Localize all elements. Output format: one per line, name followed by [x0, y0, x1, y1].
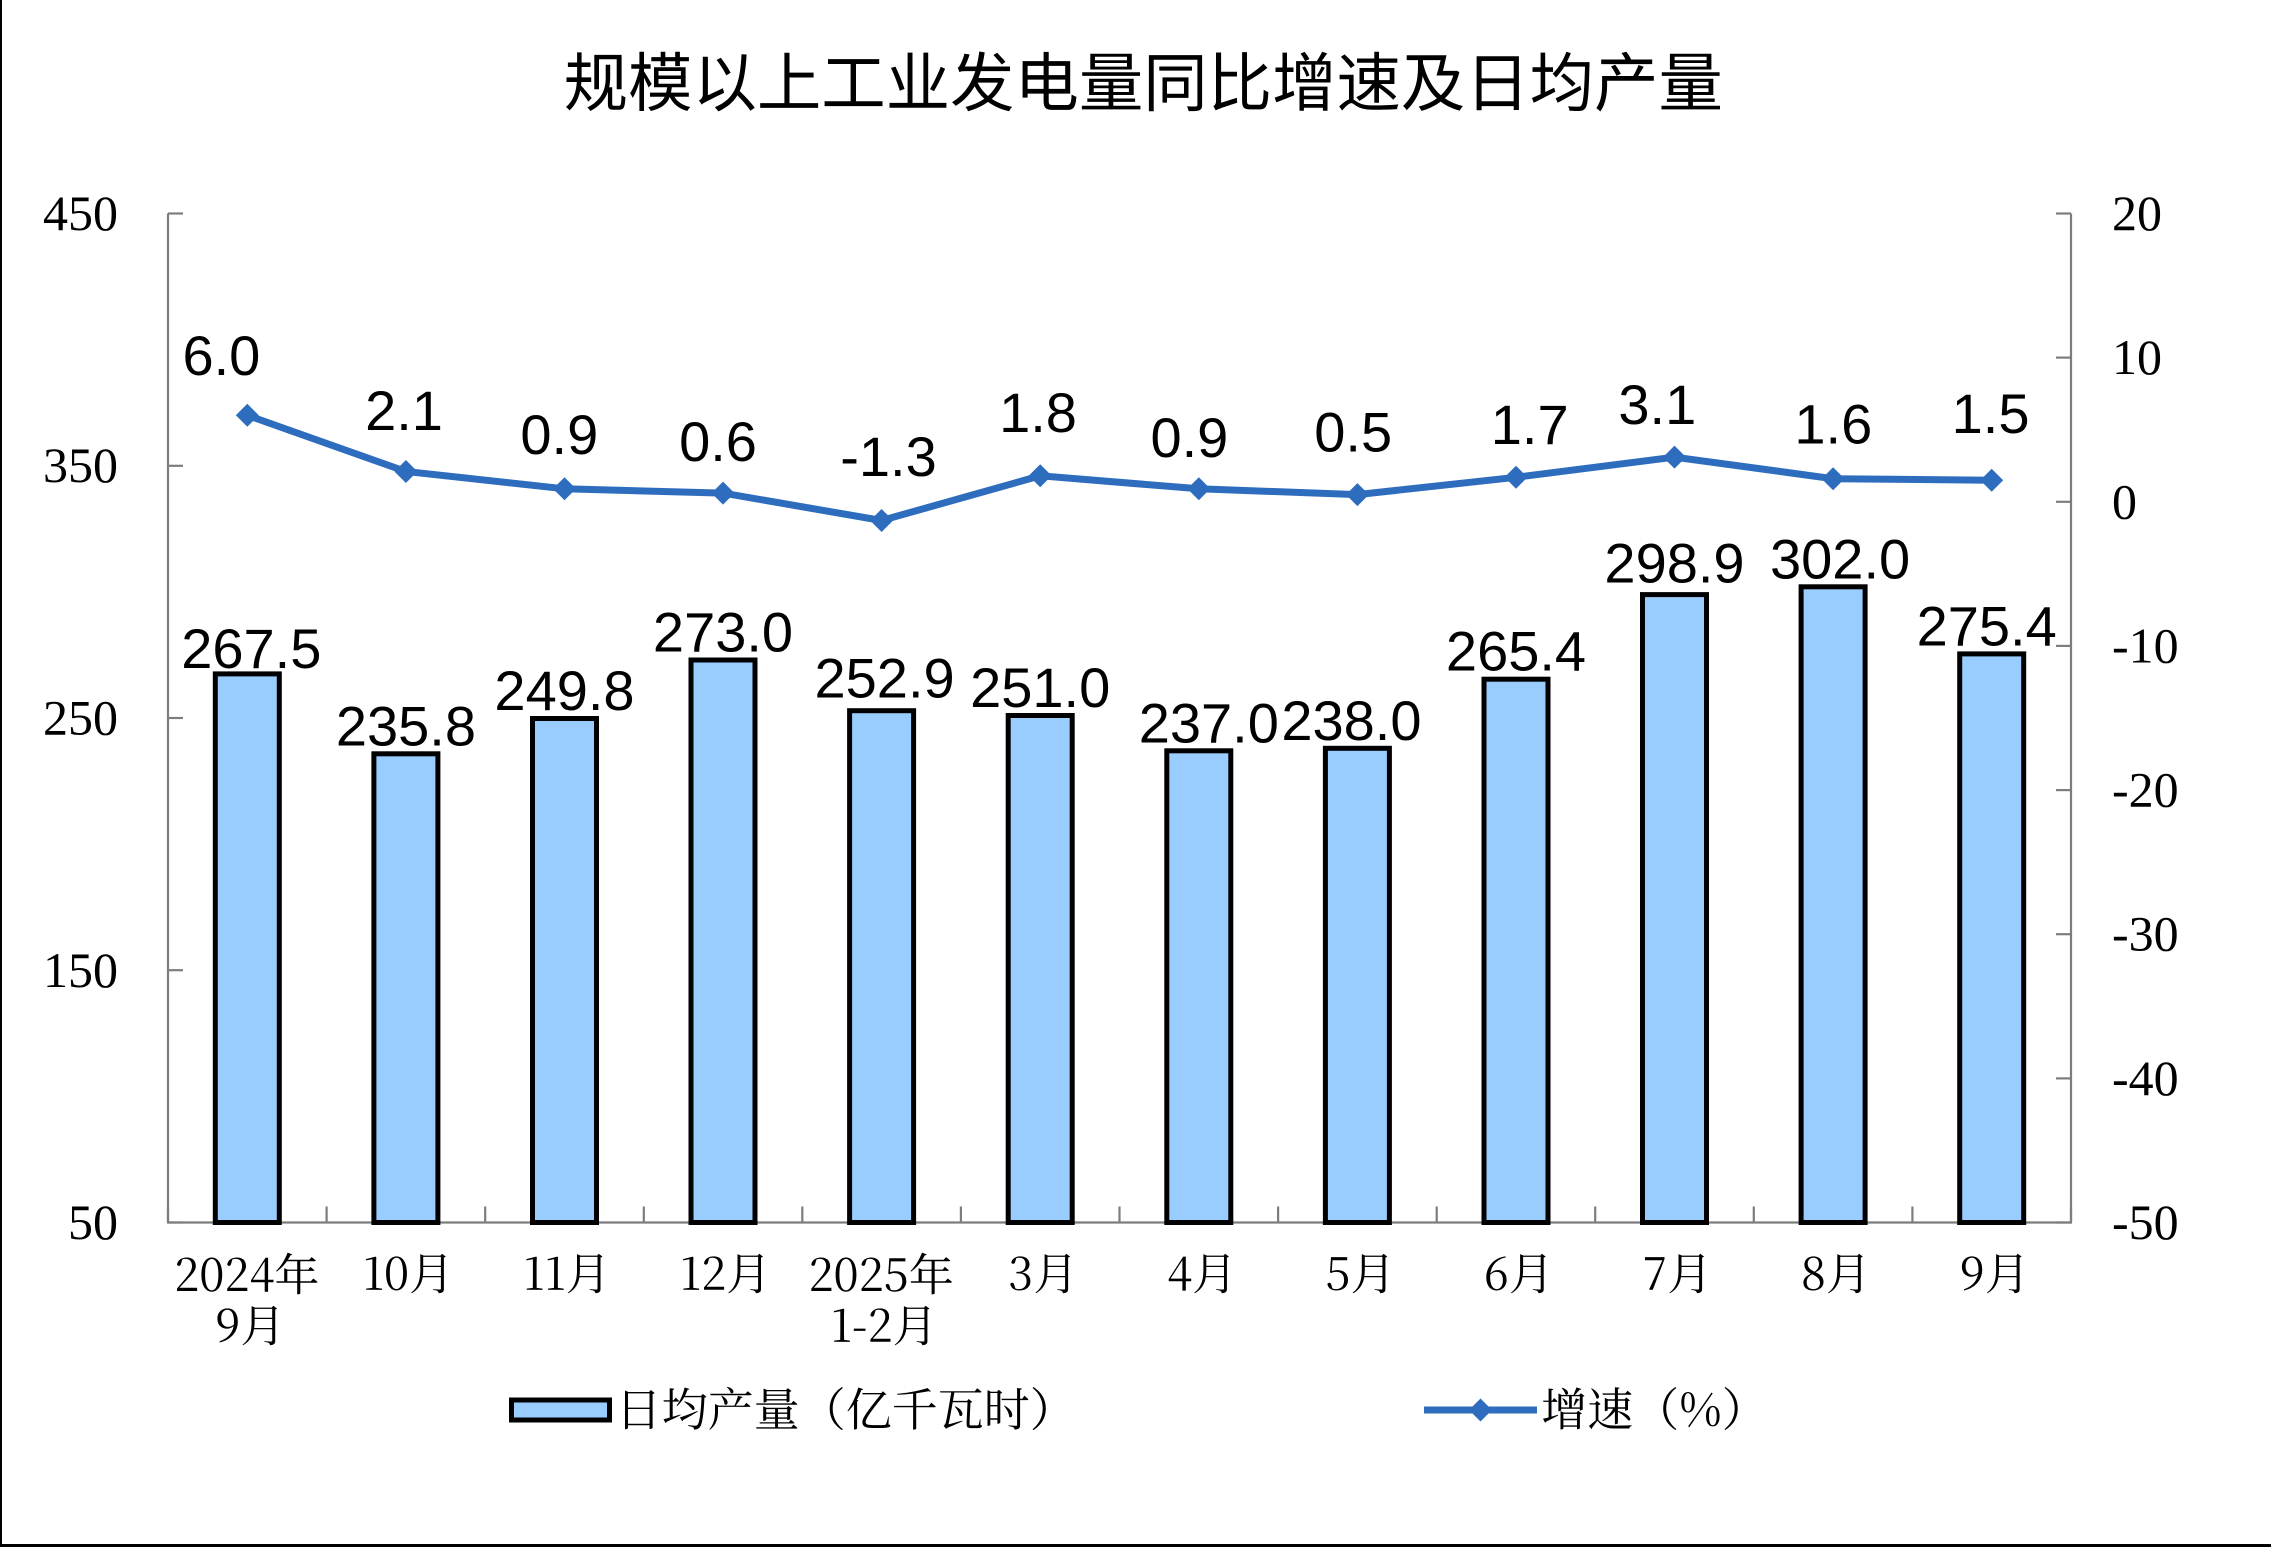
svg-text:3.1: 3.1	[1618, 373, 1696, 436]
svg-text:450: 450	[43, 185, 118, 241]
svg-text:249.8: 249.8	[494, 659, 634, 722]
svg-text:50: 50	[68, 1194, 118, 1250]
svg-text:20: 20	[2112, 185, 2162, 241]
svg-text:273.0: 273.0	[653, 601, 793, 664]
svg-text:-1.3: -1.3	[840, 425, 937, 488]
svg-text:0.9: 0.9	[520, 403, 598, 466]
svg-text:298.9: 298.9	[1604, 532, 1744, 595]
svg-text:250: 250	[43, 690, 118, 746]
svg-text:235.8: 235.8	[336, 694, 476, 757]
svg-text:-20: -20	[2112, 762, 2179, 818]
svg-text:6.0: 6.0	[182, 324, 260, 387]
svg-text:-40: -40	[2112, 1050, 2179, 1106]
svg-text:1.5: 1.5	[1952, 382, 2030, 445]
svg-text:-10: -10	[2112, 617, 2179, 673]
svg-text:267.5: 267.5	[181, 617, 321, 680]
svg-text:0.6: 0.6	[679, 410, 757, 473]
svg-text:252.9: 252.9	[815, 647, 955, 710]
svg-text:0: 0	[2112, 473, 2137, 529]
svg-text:10: 10	[2112, 329, 2162, 385]
svg-text:265.4: 265.4	[1446, 620, 1586, 683]
svg-text:275.4: 275.4	[1917, 594, 2057, 657]
svg-text:350: 350	[43, 437, 118, 493]
svg-text:-50: -50	[2112, 1194, 2179, 1250]
svg-text:238.0: 238.0	[1281, 689, 1421, 752]
svg-text:302.0: 302.0	[1770, 527, 1910, 590]
svg-text:237.0: 237.0	[1139, 691, 1279, 754]
svg-text:1.8: 1.8	[999, 381, 1077, 444]
svg-text:0.5: 0.5	[1314, 401, 1392, 464]
svg-text:1.7: 1.7	[1491, 393, 1569, 456]
svg-text:150: 150	[43, 942, 118, 998]
svg-text:2.1: 2.1	[365, 379, 443, 442]
svg-text:1.6: 1.6	[1794, 392, 1872, 455]
svg-text:251.0: 251.0	[970, 656, 1110, 719]
svg-text:-30: -30	[2112, 906, 2179, 962]
svg-text:0.9: 0.9	[1150, 406, 1228, 469]
